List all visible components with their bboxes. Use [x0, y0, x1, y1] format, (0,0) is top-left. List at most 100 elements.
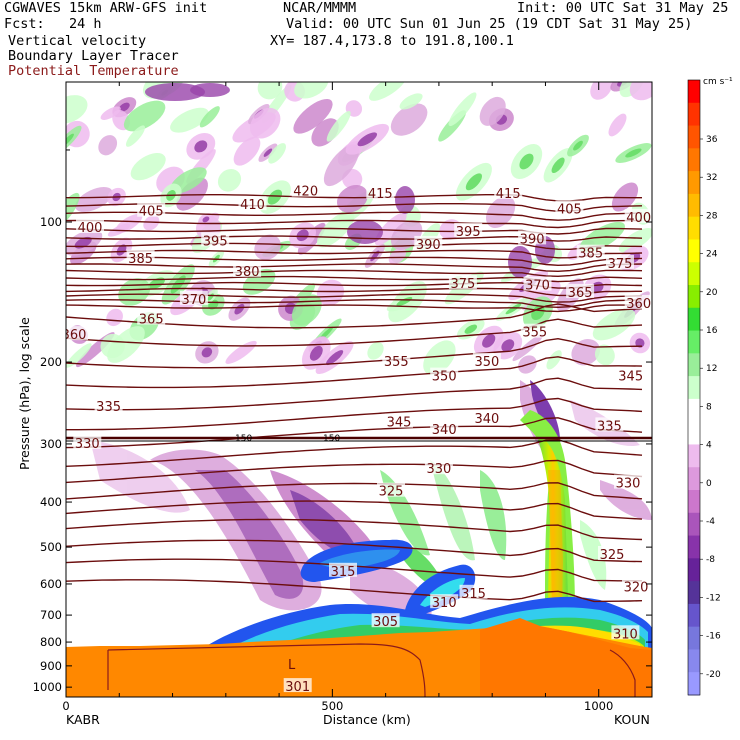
colorbar-swatch	[688, 672, 700, 696]
contour-label-bg	[377, 482, 405, 497]
wave-cell	[367, 341, 384, 360]
tropopause-label-left: 150	[235, 434, 252, 444]
colorbar-frame	[687, 79, 701, 696]
valid-time: Valid: 00 UTC Sun 01 Jun 25 (19 CDT Sat …	[286, 16, 693, 32]
contour-label-bg	[291, 182, 320, 197]
theta-contour-label: 365	[568, 286, 593, 301]
theta-line	[66, 249, 643, 259]
wave-core	[116, 244, 127, 256]
colorbar-swatch	[688, 285, 700, 309]
theta-contour-label: 360	[62, 328, 87, 343]
wave-cell	[199, 106, 220, 128]
wave-core	[234, 303, 245, 315]
wave-core	[625, 148, 642, 158]
tropopause-label-right: 150	[323, 434, 340, 444]
wave-core	[148, 277, 165, 290]
colorbar-swatch	[688, 626, 700, 650]
colorbar-swatch	[688, 558, 700, 582]
contour-label-bg	[430, 367, 459, 382]
contour-label-bg	[382, 353, 411, 367]
wave-core	[531, 305, 545, 320]
wave-core	[501, 339, 515, 352]
colorbar-swatch	[688, 307, 700, 332]
theta-line	[66, 356, 643, 389]
contour-label-bg	[622, 578, 650, 593]
y-tick-label: 300	[40, 437, 62, 451]
contour-label-bg	[448, 275, 477, 290]
wave-cell	[293, 98, 333, 134]
theta-line	[66, 219, 643, 229]
contour-label-bg	[329, 562, 357, 577]
theta-contour-label: 345	[618, 370, 643, 385]
plot-frame	[65, 81, 653, 698]
colorbar-swatch	[688, 444, 700, 468]
theta-line	[66, 298, 643, 309]
theta-line	[66, 482, 643, 500]
colorbar-swatch	[688, 239, 700, 263]
y-tick-label: 900	[40, 659, 62, 673]
contour-label-bg	[520, 323, 549, 338]
field-boundary-layer-tracer: Boundary Layer Tracer	[8, 48, 179, 64]
theta-contour-label: 390	[520, 232, 545, 247]
colorbar-unit: cm s⁻¹	[703, 77, 733, 87]
colorbar-swatch	[688, 262, 700, 286]
cross-section-coords: XY= 187.4,173.8 to 191.8,100.1	[270, 33, 514, 49]
wave-cell	[130, 152, 166, 181]
wave-core	[267, 189, 283, 205]
wave-core	[194, 140, 208, 153]
theta-contour-label: 305	[373, 615, 398, 630]
theta-contour-label: 310	[613, 627, 638, 642]
wave-cell	[590, 82, 613, 100]
contour-label-bg	[371, 613, 400, 628]
theta-line	[66, 518, 643, 541]
theta-line	[66, 438, 643, 467]
theta-contour-label: 330	[75, 437, 100, 452]
org-label: NCAR/MMMM	[283, 0, 357, 16]
theta-contour-label: 420	[293, 185, 318, 200]
theta-contour-label: 325	[600, 548, 625, 563]
theta-contour-label: 320	[624, 580, 649, 595]
wave-core	[465, 173, 482, 191]
theta-line	[66, 287, 643, 297]
wave-cell	[125, 125, 146, 147]
y-tick-label: 700	[40, 608, 62, 622]
contour-label-bg	[555, 200, 584, 215]
wave-cell	[369, 82, 407, 101]
contour-label-bg	[201, 232, 230, 247]
wave-core	[635, 338, 645, 348]
colorbar-swatch	[688, 216, 700, 240]
wave-cell	[66, 95, 88, 124]
x-tick-label: 1000	[584, 699, 613, 713]
y-tick-label: 600	[40, 577, 62, 591]
theta-contour-label: 405	[557, 203, 582, 218]
colorbar-swatch	[688, 467, 700, 491]
theta-contour-label: 360	[626, 297, 651, 312]
terrain-fill-dark	[480, 618, 652, 697]
contour-label-bg	[385, 413, 413, 428]
wave-core	[190, 83, 230, 97]
colorbar-swatch	[688, 193, 700, 218]
contour-label-bg	[137, 310, 166, 325]
wave-core	[74, 236, 92, 249]
wave-core	[347, 220, 383, 244]
theta-contour-label: 405	[139, 205, 164, 220]
field-vertical-velocity: Vertical velocity	[8, 33, 147, 49]
wave-cell	[107, 326, 145, 363]
colorbar-tick-label: 16	[706, 326, 718, 336]
contour-label-bg	[179, 290, 208, 305]
wave-cell	[608, 113, 627, 137]
colorbar-tick-label: 12	[706, 364, 717, 374]
wave-cell	[123, 100, 166, 132]
contour-label-bg	[366, 184, 395, 199]
contour-label-bg	[624, 294, 652, 309]
right-station-label: KOUN	[614, 712, 650, 727]
theta-line	[66, 579, 643, 603]
contour-label-bg	[430, 421, 459, 435]
wave-cell	[592, 308, 636, 341]
wave-core	[309, 345, 323, 361]
theta-line	[66, 263, 643, 273]
forecast-hour: Fcst: 24 h	[4, 16, 102, 32]
plot-area: 301 305 310 310 315 315 320 325 325 330 330 330 335 3…	[62, 82, 652, 697]
theta-contour-label: 350	[474, 355, 499, 370]
y-tick-label: 100	[40, 215, 62, 229]
